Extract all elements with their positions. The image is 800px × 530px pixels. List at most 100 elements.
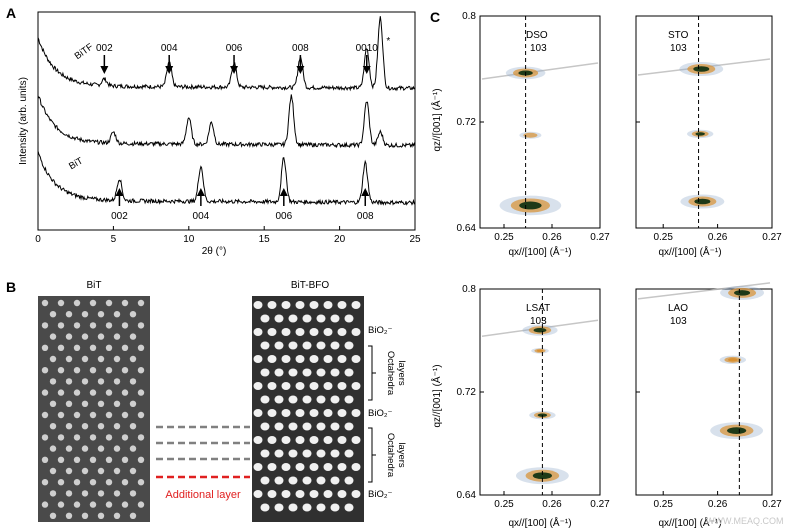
xrd-peak-label: 008	[357, 211, 374, 222]
atom-column	[113, 311, 121, 318]
rsm-reflection-label: 103	[670, 316, 687, 327]
atom-column	[309, 382, 319, 390]
atom-column	[302, 368, 312, 377]
atom-column	[323, 328, 333, 336]
atom-column	[288, 341, 298, 350]
atom-column	[295, 436, 305, 444]
xrd-arrowhead	[296, 66, 305, 74]
atom-column	[309, 328, 319, 336]
atom-column	[121, 501, 129, 508]
atom-column	[323, 436, 333, 444]
xrd-peak-label: 002	[111, 211, 128, 222]
atom-column	[121, 367, 129, 374]
xrd-arrowhead	[115, 188, 124, 196]
atom-column	[89, 434, 97, 441]
atom-column	[344, 395, 354, 404]
atom-column	[121, 299, 129, 307]
rsm-y-tick-label: 0.8	[462, 11, 476, 22]
atom-column	[113, 400, 121, 407]
atom-column	[113, 378, 121, 385]
atom-column	[129, 445, 137, 452]
atom-column	[337, 409, 347, 417]
atom-column	[49, 423, 57, 430]
xrd-series-line	[37, 151, 416, 206]
atom-column	[105, 322, 113, 329]
atom-column	[337, 436, 347, 444]
atom-column	[323, 382, 333, 390]
atom-column	[49, 445, 57, 452]
xrd-x-tick-label: 5	[111, 234, 117, 245]
atom-column	[260, 449, 270, 458]
rsm-reflection-label: 103	[530, 43, 547, 54]
additional-layer-label: Additional layer	[165, 489, 241, 501]
atom-column	[344, 341, 354, 350]
rsm-y-tick-label: 0.8	[462, 284, 476, 295]
atom-column	[73, 434, 81, 441]
atom-column	[281, 409, 291, 417]
octahedra-bracket	[368, 427, 376, 483]
atom-column	[330, 422, 340, 431]
atom-column	[137, 501, 145, 508]
atom-column	[281, 355, 291, 363]
atom-column	[316, 368, 326, 377]
rsm-frame	[635, 288, 773, 496]
atom-column	[41, 344, 49, 351]
xrd-peak-label: 006	[226, 43, 243, 54]
atom-column	[253, 409, 263, 417]
xrd-x-tick-label: 20	[334, 234, 346, 245]
atom-column	[81, 378, 89, 385]
atom-column	[97, 467, 105, 475]
atom-column	[57, 479, 65, 486]
xrd-peak-label: 0010	[356, 43, 379, 54]
atom-column	[81, 445, 89, 452]
atom-column	[73, 411, 81, 419]
rsm-y-tick-label: 0.72	[457, 117, 477, 128]
rsm-x-tick-label: 0.25	[494, 499, 514, 510]
atom-column	[337, 301, 347, 309]
atom-column	[97, 400, 105, 407]
rsm-y-tick-label: 0.72	[457, 387, 477, 398]
atom-column	[337, 328, 347, 336]
xrd-arrowhead	[165, 66, 174, 74]
atom-column	[260, 476, 270, 485]
atom-column	[65, 423, 73, 430]
rsm-x-tick-label: 0.27	[762, 499, 782, 510]
rsm-x-tick-label: 0.25	[653, 232, 673, 243]
atom-column	[253, 436, 263, 444]
rsm-substrate-label: STO	[668, 30, 689, 41]
rsm-reflection-label: 103	[530, 316, 547, 327]
panel-letter-b: B	[6, 279, 16, 295]
atom-column	[267, 328, 277, 336]
watermark: WWW.MEAQ.COM	[706, 516, 784, 526]
rsm-spot-core	[694, 198, 711, 205]
xrd-x-label: 2θ (°)	[202, 246, 227, 257]
atom-column	[253, 463, 263, 471]
atom-column	[274, 368, 284, 377]
atom-column	[89, 367, 97, 374]
atom-column	[281, 463, 291, 471]
xrd-peak-label: 006	[275, 211, 292, 222]
rsm-x-label: qx//[100] (Å⁻¹)	[508, 516, 571, 529]
atom-column	[281, 328, 291, 336]
rsm-x-tick-label: 0.27	[590, 232, 610, 243]
atom-column	[351, 382, 361, 390]
atom-column	[337, 355, 347, 363]
rsm-spot-core	[533, 327, 547, 333]
bio2-label: BiO₂⁻	[368, 408, 393, 419]
atom-column	[49, 311, 57, 318]
atom-column	[129, 311, 137, 318]
atom-column	[121, 389, 129, 396]
xrd-peak-label: 002	[96, 43, 113, 54]
atom-column	[121, 456, 129, 463]
atom-column	[351, 355, 361, 363]
atom-column	[302, 341, 312, 350]
rsm-subplot-sto: STO 103 0.25 0.26 0.27	[635, 15, 782, 243]
atom-column	[302, 395, 312, 404]
atom-column	[49, 400, 57, 407]
atom-column	[281, 436, 291, 444]
atom-column	[337, 490, 347, 498]
atom-column	[97, 311, 105, 318]
rsm-streak	[481, 62, 599, 80]
atom-column	[57, 456, 65, 463]
atom-column	[344, 503, 354, 512]
